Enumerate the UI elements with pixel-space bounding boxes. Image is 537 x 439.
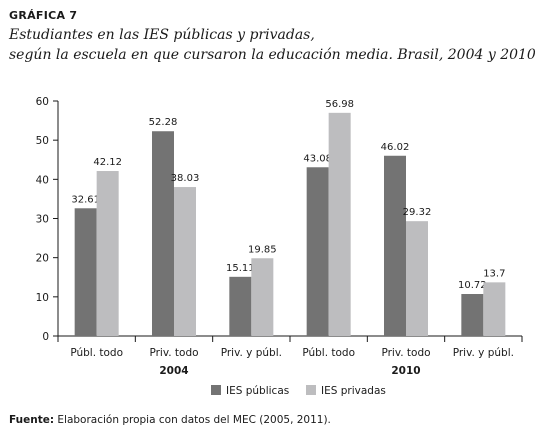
chart-legend: IES públicas IES privadas: [211, 385, 386, 397]
data-label: 19.85: [248, 244, 277, 255]
data-label: 32.61: [71, 194, 100, 205]
bar-ies-privadas: [406, 221, 428, 336]
bar-ies-privadas: [328, 112, 351, 336]
bar-ies-privadas: [174, 187, 196, 336]
data-label: 56.98: [325, 99, 354, 110]
legend-label: IES privadas: [321, 385, 386, 397]
chart-number-label: GRÁFICA 7: [9, 9, 78, 22]
source-note: Fuente: Elaboración propia con datos del…: [9, 414, 331, 426]
chart-title-line-2: según la escuela en que cursaron la educ…: [9, 47, 536, 63]
data-label: 52.28: [149, 117, 178, 128]
x-tick-label: Públ. todo: [302, 347, 355, 359]
bar-ies-publicas: [229, 276, 252, 336]
bar-ies-publicas: [461, 294, 484, 336]
data-label: 13.7: [483, 268, 505, 279]
bar-ies-privadas: [96, 171, 119, 336]
legend-swatch-privadas: [306, 385, 316, 395]
chart-title-line-1: Estudiantes en las IES públicas y privad…: [9, 27, 315, 43]
x-tick-label: Priv. todo: [149, 347, 198, 359]
y-tick-label: 60: [36, 96, 49, 108]
bar-ies-privadas: [483, 282, 506, 336]
y-tick-label: 40: [36, 174, 49, 186]
y-tick-label: 0: [42, 331, 49, 343]
y-tick-label: 10: [36, 292, 49, 304]
y-tick-label: 30: [36, 214, 49, 226]
y-tick-label: 20: [36, 253, 49, 265]
x-tick-label: Priv. todo: [381, 347, 430, 359]
data-label: 42.12: [93, 157, 122, 168]
x-tick-label: Priv. y públ.: [221, 347, 282, 359]
data-label: 15.11: [226, 263, 255, 274]
x-group-label: 2010: [391, 365, 420, 377]
bar-ies-publicas: [152, 131, 174, 336]
bar-ies-publicas: [306, 167, 329, 336]
data-label: 46.02: [381, 142, 410, 153]
data-label: 43.08: [303, 153, 332, 164]
x-tick-label: Priv. y públ.: [453, 347, 514, 359]
bar-ies-publicas: [74, 208, 97, 336]
source-text: Elaboración propia con datos del MEC (20…: [57, 414, 331, 426]
chart-axes: 0 10 20 30 40 50 60 Públ. todo Priv. todo Priv. y…: [36, 96, 523, 377]
x-group-label: 2004: [159, 365, 188, 377]
y-tick-label: 50: [36, 135, 49, 147]
source-prefix: Fuente:: [9, 414, 55, 426]
legend-label: IES públicas: [226, 385, 289, 397]
data-label: 10.72: [458, 280, 487, 291]
chart-bars: 32.61 42.12 52.28 38.03 15.11 19.85 43.08 56.98…: [71, 99, 505, 336]
bar-ies-publicas: [384, 155, 406, 336]
bar-ies-privadas: [251, 258, 274, 336]
data-label: 38.03: [171, 173, 200, 184]
data-label: 29.32: [403, 207, 432, 218]
legend-swatch-publicas: [211, 385, 221, 395]
x-tick-label: Públ. todo: [70, 347, 123, 359]
